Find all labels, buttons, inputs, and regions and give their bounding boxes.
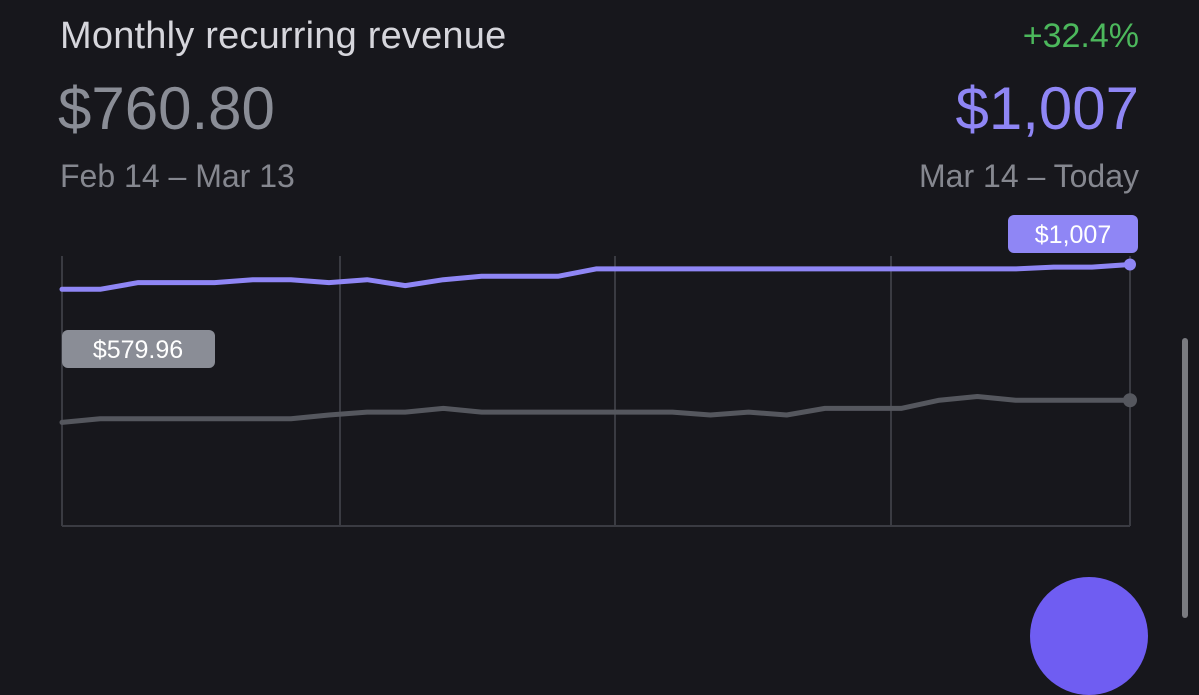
- current-period-series-line: [59, 262, 1133, 292]
- previous-period-series-line: [59, 394, 1133, 425]
- scrollbar[interactable]: [1182, 338, 1188, 618]
- card-title: Monthly recurring revenue: [60, 15, 507, 57]
- previous-period-range: Feb 14 – Mar 13: [60, 158, 295, 194]
- previous-value-tooltip: $579.96: [62, 330, 215, 368]
- current-value-tooltip-text: $1,007: [1035, 221, 1111, 249]
- previous-period-value: $760.80: [58, 75, 275, 142]
- add-circle-icon[interactable]: [1030, 577, 1148, 695]
- current-period-range: Mar 14 – Today: [919, 158, 1139, 194]
- current-value-tooltip: $1,007: [1008, 215, 1138, 253]
- previous-value-tooltip-text: $579.96: [93, 336, 183, 364]
- change-percentage: +32.4%: [1022, 17, 1139, 55]
- revenue-line-chart[interactable]: $1,007 $579.96: [0, 0, 1199, 607]
- previous-series-end-point: [1123, 393, 1137, 408]
- current-period-value: $1,007: [955, 75, 1139, 142]
- current-series-end-point: [1124, 258, 1136, 271]
